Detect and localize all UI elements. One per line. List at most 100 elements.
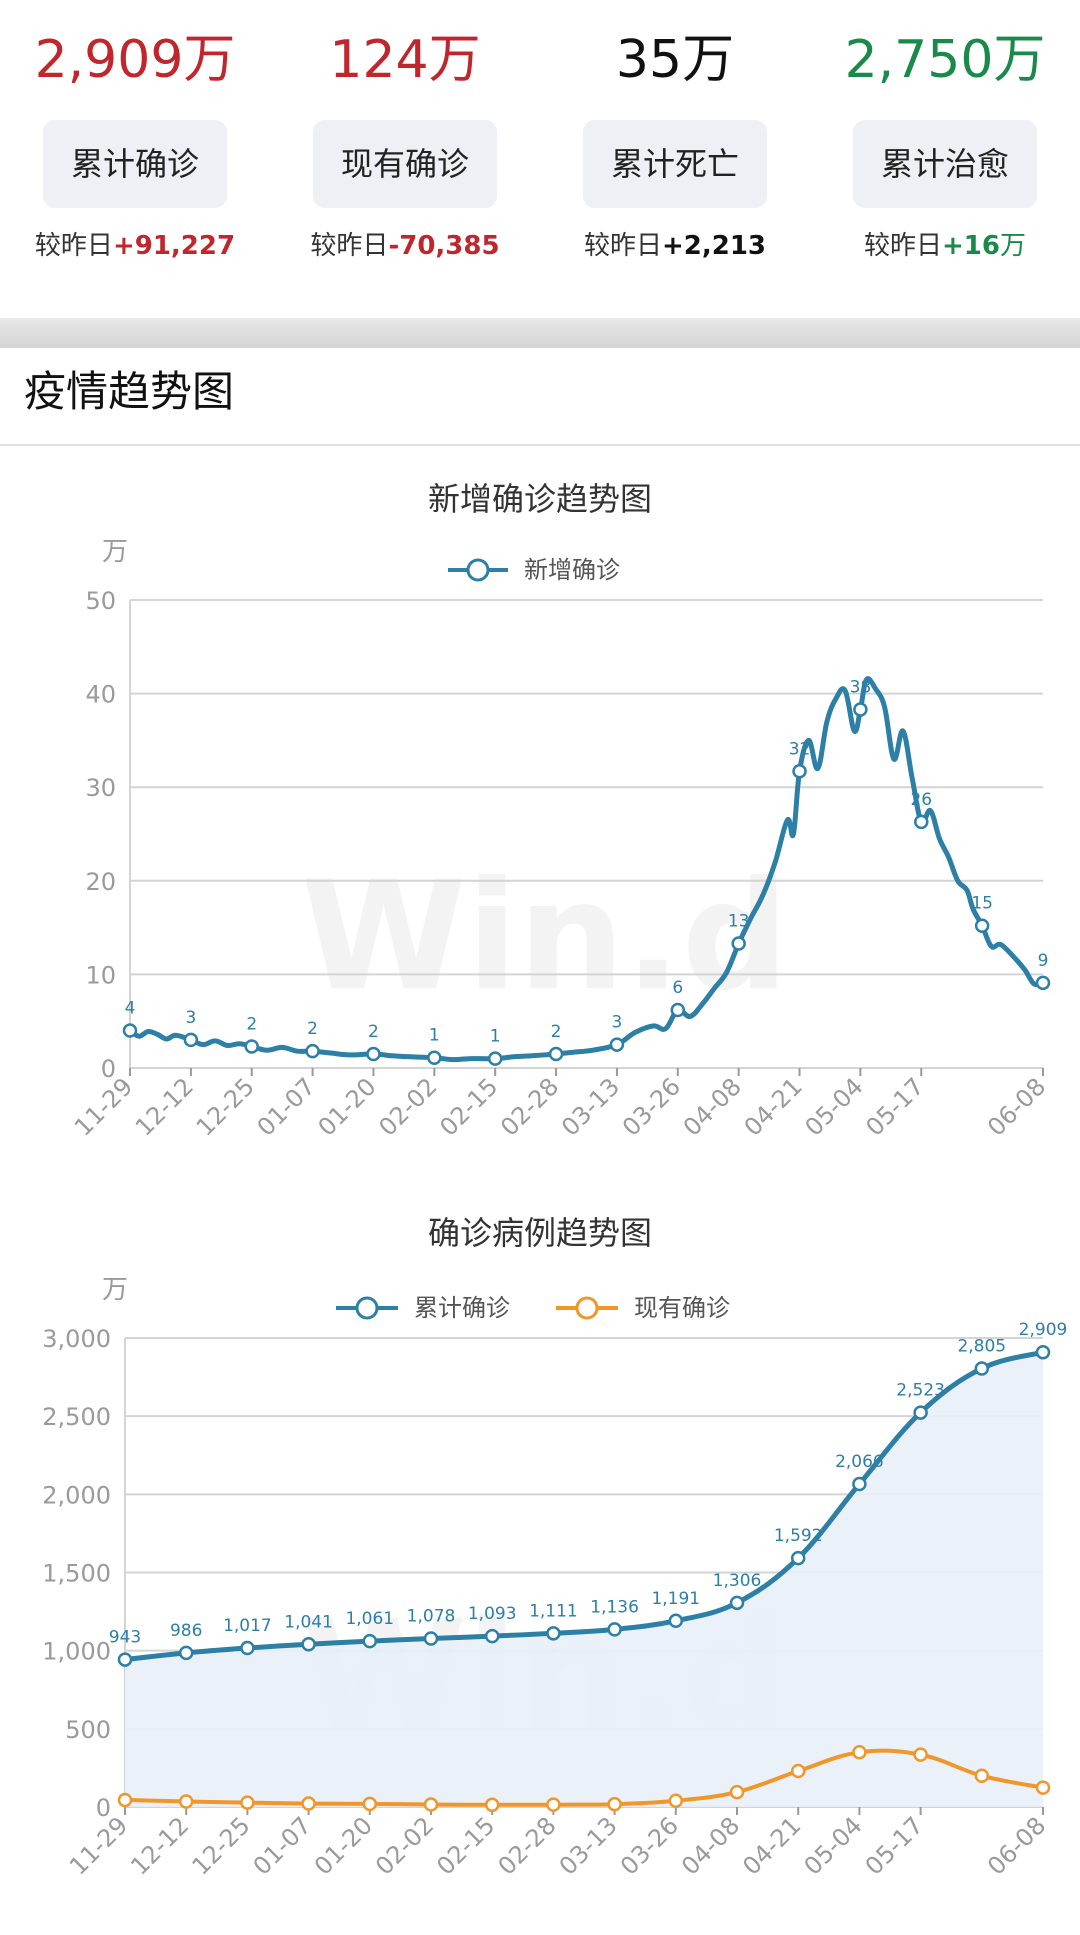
delta-prefix: 较昨日 bbox=[583, 231, 662, 261]
x-tick-label: 05-04 bbox=[800, 1072, 869, 1141]
data-point bbox=[423, 1631, 439, 1646]
x-tick-label: 03-13 bbox=[554, 1811, 623, 1880]
data-label: 2,805 bbox=[957, 1336, 1006, 1356]
stat-value: 124万 bbox=[329, 30, 481, 90]
legend-marker bbox=[466, 558, 490, 582]
legend: 累计确诊 现有确诊 bbox=[336, 1294, 730, 1322]
y-tick-label: 40 bbox=[85, 681, 116, 709]
x-tick-label: 04-21 bbox=[737, 1811, 806, 1880]
y-tick-label: 20 bbox=[85, 868, 116, 896]
data-point bbox=[974, 1768, 990, 1783]
legend-label: 现有确诊 bbox=[634, 1294, 730, 1322]
stat-value: 35万 bbox=[615, 30, 735, 90]
series-line-current bbox=[124, 1748, 1044, 1807]
data-point bbox=[117, 1652, 133, 1667]
data-label: 986 bbox=[170, 1621, 202, 1641]
stats-panel: 2,909万 累计确诊 较昨日+91,227 124万 现有确诊 较昨日-70,… bbox=[0, 0, 1080, 318]
data-label: 1,136 bbox=[590, 1597, 639, 1617]
legend-label: 新增确诊 bbox=[524, 556, 620, 584]
data-point bbox=[240, 1795, 255, 1810]
data-point bbox=[913, 1747, 928, 1762]
data-label: 2,523 bbox=[896, 1381, 945, 1401]
data-point bbox=[178, 1645, 194, 1661]
data-label: 3 bbox=[612, 1013, 623, 1033]
data-label: 1 bbox=[490, 1027, 501, 1047]
data-label: 38 bbox=[850, 678, 872, 698]
delta-prefix: 较昨日 bbox=[34, 231, 113, 261]
series-area-cumulative bbox=[125, 1352, 1043, 1807]
section-divider bbox=[0, 318, 1080, 348]
x-tick-label: 12-25 bbox=[191, 1072, 260, 1141]
data-point bbox=[974, 918, 990, 933]
y-tick-label: 500 bbox=[65, 1716, 111, 1744]
stat-label-button[interactable]: 现有确诊 bbox=[313, 120, 497, 208]
y-tick-label: 50 bbox=[85, 587, 116, 615]
watermark: Win.d bbox=[301, 850, 789, 1024]
stat-label-button[interactable]: 累计确诊 bbox=[43, 120, 227, 208]
data-label: 15 bbox=[971, 894, 993, 914]
y-tick-label: 2,000 bbox=[42, 1481, 111, 1509]
chart-title: 新增确诊趋势图 bbox=[428, 480, 652, 518]
y-tick-label: 1,000 bbox=[42, 1638, 111, 1666]
data-label: 1,592 bbox=[774, 1526, 823, 1546]
data-point bbox=[792, 764, 807, 779]
data-point bbox=[546, 1797, 561, 1812]
x-tick-label: 01-20 bbox=[313, 1072, 382, 1141]
data-point bbox=[790, 1550, 806, 1566]
data-label: 6 bbox=[672, 978, 683, 998]
data-label: 1,078 bbox=[407, 1606, 456, 1626]
data-point bbox=[974, 1361, 990, 1376]
data-point bbox=[852, 1476, 867, 1492]
data-point bbox=[729, 1595, 745, 1611]
stat-delta: 较昨日-70,385 bbox=[270, 228, 540, 264]
data-point bbox=[122, 1023, 138, 1038]
data-label: 2 bbox=[246, 1014, 257, 1034]
legend-label: 累计确诊 bbox=[414, 1294, 510, 1322]
data-label: 2 bbox=[368, 1022, 379, 1042]
data-point bbox=[729, 1784, 745, 1800]
stat-label-button[interactable]: 累计死亡 bbox=[583, 120, 767, 208]
stat-value: 2,909万 bbox=[34, 30, 236, 90]
data-label: 1,306 bbox=[713, 1571, 762, 1591]
x-tick-label: 06-08 bbox=[982, 1072, 1051, 1141]
legend-marker bbox=[355, 1296, 379, 1320]
y-unit-label: 万 bbox=[102, 537, 128, 567]
data-point bbox=[546, 1626, 561, 1641]
data-point bbox=[1035, 1344, 1051, 1360]
data-label: 2 bbox=[307, 1019, 318, 1039]
x-tick-label: 03-26 bbox=[617, 1072, 686, 1141]
y-tick-label: 3,000 bbox=[42, 1325, 111, 1353]
y-tick-label: 1,500 bbox=[42, 1560, 111, 1588]
data-label: 2,066 bbox=[835, 1452, 884, 1472]
data-point bbox=[607, 1796, 622, 1812]
x-tick-label: 01-07 bbox=[252, 1072, 321, 1141]
data-label: 4 bbox=[125, 999, 136, 1019]
x-tick-label: 03-26 bbox=[615, 1811, 684, 1880]
x-tick-label: 04-08 bbox=[676, 1811, 745, 1880]
data-point bbox=[1035, 1780, 1051, 1795]
stat-label-button[interactable]: 累计治愈 bbox=[853, 120, 1037, 208]
data-point bbox=[244, 1039, 259, 1054]
delta-prefix: 较昨日 bbox=[310, 231, 389, 261]
delta-value: +91,227 bbox=[112, 231, 236, 261]
x-tick-label: 12-25 bbox=[187, 1811, 256, 1880]
legend-marker bbox=[575, 1296, 599, 1320]
data-point bbox=[607, 1622, 622, 1637]
data-label: 9 bbox=[1038, 951, 1049, 971]
x-tick-label: 05-17 bbox=[860, 1072, 929, 1141]
y-unit-label: 万 bbox=[102, 1275, 128, 1305]
data-point bbox=[548, 1046, 564, 1062]
data-point bbox=[366, 1046, 381, 1062]
x-tick-label: 02-15 bbox=[434, 1072, 503, 1141]
section-title: 疫情趋势图 bbox=[24, 367, 235, 416]
data-label: 3 bbox=[185, 1008, 196, 1028]
data-point bbox=[427, 1050, 442, 1065]
data-point bbox=[852, 1745, 867, 1760]
data-point bbox=[423, 1797, 439, 1812]
data-label: 1,041 bbox=[284, 1612, 333, 1632]
x-tick-label: 05-17 bbox=[860, 1811, 929, 1880]
stat-delta: 较昨日+2,213 bbox=[540, 228, 810, 264]
stat-value: 2,750万 bbox=[844, 30, 1046, 90]
data-point bbox=[301, 1637, 316, 1652]
x-tick-label: 02-15 bbox=[431, 1811, 500, 1880]
